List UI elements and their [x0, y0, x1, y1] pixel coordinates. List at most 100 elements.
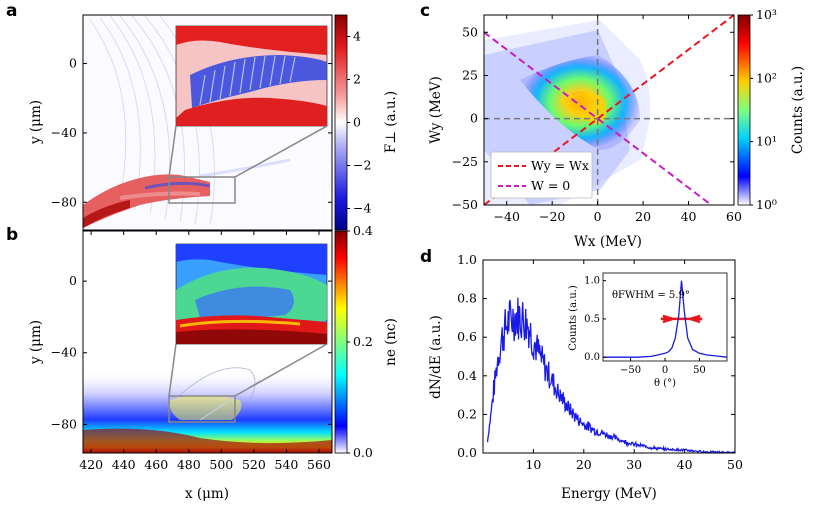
inset-xtick-label: 0 [662, 365, 668, 376]
panel-d-xtick-label: 10 [525, 457, 541, 472]
panel-c-cbtick-label: 10¹ [756, 134, 777, 149]
panel-d-ytick-label: 0.6 [457, 329, 477, 344]
panel-a-yaxis: 0 −40 −80 [51, 56, 332, 209]
legend-label-w0: W = 0 [531, 178, 570, 193]
panel-c-legend: Wy = Wx W = 0 [490, 151, 593, 199]
panel-d-ytick-label: 0.8 [457, 291, 477, 306]
panel-c-xtick-label: 20 [635, 209, 651, 224]
panel-b-xtick-label: 420 [79, 457, 103, 472]
panel-c-xaxis: −40 −20 0 20 40 60 [494, 15, 742, 224]
panel-c-cbtick-label: 10² [756, 70, 777, 85]
panel-c-guide-lines [483, 14, 735, 206]
panel-a-cbtick-label: −2 [353, 158, 371, 173]
panel-d-yaxis: 0.0 0.2 0.4 0.6 0.8 1.0 [457, 252, 735, 460]
panel-c-xtick-label: 40 [681, 209, 697, 224]
panel-b-colorbar [334, 230, 348, 454]
panel-a-ytick-label: −80 [51, 194, 77, 209]
panel-d-ytick-label: 1.0 [457, 252, 477, 267]
panel-b-cbtick-label: 0.0 [353, 445, 373, 460]
panel-a-cbtick-label: 4 [353, 29, 361, 44]
panel-c-ytick-label: 25 [462, 67, 478, 82]
panel-d-xtick-label: 30 [626, 457, 642, 472]
panel-a-colorbar-label: F⊥ (a.u.) [383, 91, 399, 153]
panel-b-yaxis: 0 −40 −80 [51, 273, 332, 431]
panel-b-cbtick-label: 0.4 [353, 223, 373, 238]
inset-xtick-label: −50 [620, 365, 641, 376]
panel-c-xtick-label: 0 [594, 209, 602, 224]
panel-d-xtick-label: 40 [677, 457, 693, 472]
panel-a-zoom-inset [175, 25, 328, 127]
panel-b-xtick-label: 560 [307, 457, 331, 472]
panel-c-yaxis: 50 25 0 −25 −50 [452, 24, 734, 212]
panel-b: 0−40−80 420 440 460 480 500 520 540 560 y (μm) … [28, 223, 399, 502]
panel-b-cbtick-label: 0.2 [353, 334, 373, 349]
panel-c-xtick-label: −20 [539, 209, 565, 224]
panel-d-xlabel: Energy (MeV) [561, 486, 657, 502]
panel-c-ylabel: Wy (MeV) [428, 76, 444, 144]
panel-label-c: c [420, 1, 430, 21]
panel-c-line-0 [483, 14, 735, 206]
panel-a-ytick-label: −40 [51, 125, 77, 140]
panel-d-ylabel: dN/dE (a.u.) [428, 315, 444, 399]
panel-d-xaxis: 10 20 30 40 50 [525, 260, 743, 472]
panel-d-ytick-label: 0.0 [457, 445, 477, 460]
panel-c-colorbar [737, 14, 751, 206]
panel-c-ytick-label: −25 [452, 154, 478, 169]
panel-a-zoom-box [168, 176, 236, 204]
panel-label-a: a [6, 1, 17, 21]
panel-a: 0 −40 −80 y (μm) 4 2 0 −2 −4 F⊥ (a.u.) [28, 14, 399, 231]
panel-d-inset: −50 0 50 0.0 0.5 1.0 θFWHM = 5.9° Counts (a.… [568, 272, 728, 389]
panel-c-frame [483, 14, 735, 206]
panel-b-xtick-label: 540 [275, 457, 299, 472]
panel-c-xlabel: Wx (MeV) [574, 234, 642, 250]
panel-a-cbtick-label: 0 [353, 115, 361, 130]
panel-c-cbtick-label: 10³ [756, 7, 777, 22]
inset-annotation: θFWHM = 5.9° [612, 290, 690, 301]
panel-c-xtick-label: 60 [726, 209, 742, 224]
panel-label-d: d [420, 247, 432, 267]
panel-b-colorbar-label: ne (nc) [383, 318, 399, 366]
panel-a-colorbar-ticks: 4 2 0 −2 −4 [347, 29, 371, 216]
inset-angular-line [603, 280, 728, 358]
panel-b-ytick-label: 0 [69, 273, 77, 288]
panel-b-xtick-label: 460 [144, 457, 168, 472]
panel-a-colorbar [334, 14, 348, 231]
panel-c: −40 −20 0 20 40 60 50 25 0 −25 −50 Wy (MeV) Wx (M… [428, 7, 806, 250]
inset-yaxis: 0.0 0.5 1.0 [584, 276, 606, 363]
inset-xtick-label: 50 [693, 365, 706, 376]
panel-b-zoom-box [168, 395, 236, 423]
inset-xlabel: θ (°) [654, 378, 676, 389]
inset-ytick-label: 0.5 [584, 314, 600, 325]
panel-d-xtick-label: 50 [727, 457, 743, 472]
panel-a-ylabel: y (μm) [28, 100, 44, 145]
panel-b-zoom-inset [175, 243, 328, 345]
panel-label-b: b [6, 225, 18, 245]
inset-xaxis: −50 0 50 [620, 358, 706, 376]
legend-label-wy-wx: Wy = Wx [531, 158, 589, 173]
panel-d-ytick-label: 0.2 [457, 406, 477, 421]
panel-c-xtick-label: −40 [494, 209, 520, 224]
panel-b-xtick-label: 500 [209, 457, 233, 472]
inset-ytick-label: 0.0 [584, 352, 600, 363]
panel-c-ytick-label: 0 [470, 111, 478, 126]
panel-d-xtick-label: 20 [576, 457, 592, 472]
panel-b-xtick-label: 440 [112, 457, 136, 472]
inset-ytick-label: 1.0 [584, 276, 600, 287]
panel-a-cbtick-label: −4 [353, 201, 371, 216]
panel-a-cbtick-label: 2 [353, 72, 361, 87]
panel-b-xlabel: x (μm) [185, 486, 229, 502]
panel-b-colorbar-ticks: 0.4 0.2 0.0 [347, 223, 373, 460]
inset-ylabel: Counts (a.u.) [568, 285, 579, 351]
panel-c-ytick-label: 50 [462, 24, 478, 39]
panel-a-frame [82, 14, 333, 231]
panel-d-frame [482, 259, 736, 454]
panel-c-ytick-label: −50 [452, 197, 478, 212]
panel-d-spectrum-line [486, 297, 735, 453]
panel-b-xtick-label: 520 [242, 457, 266, 472]
panel-d: 10 20 30 40 50 0.0 0.2 0.4 0.6 0.8 1.0 dN/dE (a.u… [428, 252, 743, 502]
panel-b-ylabel: y (μm) [28, 320, 44, 365]
panel-c-colorbar-ticks: 10³ 10² 10¹ 10⁰ [750, 7, 777, 212]
panel-a-ytick-label: 0 [69, 56, 77, 71]
panel-b-xtick-label: 480 [177, 457, 201, 472]
